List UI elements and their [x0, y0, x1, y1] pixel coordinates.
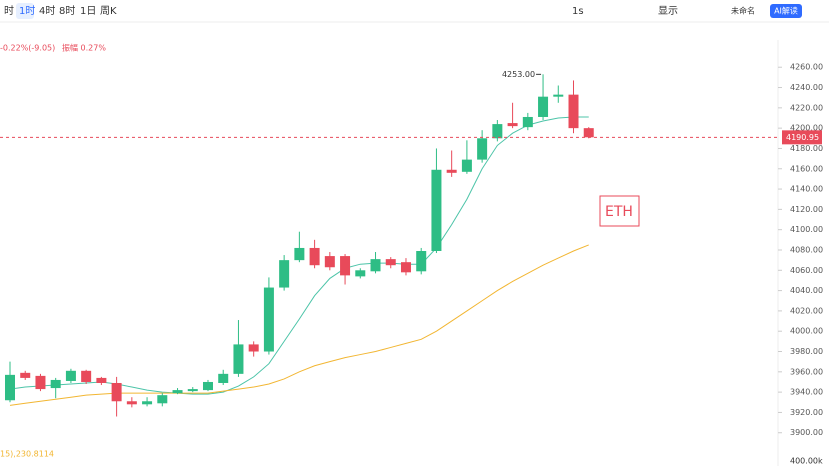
y-tick-label: 4200.00 [790, 124, 823, 133]
interval[interactable]: 8时 [59, 5, 75, 17]
y-tick-label: 4260.00 [790, 63, 823, 72]
y-tick-label: 4240.00 [790, 83, 823, 92]
candle-body [583, 128, 594, 138]
candle-body [218, 373, 229, 383]
volume-ma: 15),230.8114 [0, 450, 54, 459]
candle-body [81, 370, 92, 382]
ai-button[interactable]: AI解读 [774, 6, 798, 16]
y-tick-label: 4140.00 [790, 185, 823, 194]
y-tick-label: 4020.00 [790, 306, 823, 315]
y-tick-label: 4040.00 [790, 286, 823, 295]
volume-axis-label: 400.00k [790, 457, 823, 466]
candle-body [111, 382, 122, 402]
y-tick-label: 3980.00 [790, 347, 823, 356]
y-tick-label: 3940.00 [790, 388, 823, 397]
y-tick-label: 4100.00 [790, 225, 823, 234]
interval[interactable]: 周K [100, 5, 117, 17]
candle-body [309, 247, 320, 266]
candle-body [446, 169, 457, 173]
candle-body [248, 344, 259, 352]
speed[interactable]: 1s [572, 6, 584, 17]
candle-body [522, 116, 533, 128]
y-tick-label: 3960.00 [790, 367, 823, 376]
candle-body [279, 260, 290, 288]
y-tick-label: 4160.00 [790, 164, 823, 173]
moving-average [9, 244, 589, 406]
candle-body [324, 256, 335, 268]
candle-body [461, 159, 472, 172]
last-price-label: 4190.95 [786, 133, 819, 142]
candle-body [477, 138, 488, 160]
y-tick-label: 3900.00 [790, 428, 823, 437]
y-tick-label: 4080.00 [790, 245, 823, 254]
candle-body [568, 94, 579, 129]
candle-body [294, 247, 305, 261]
interval[interactable]: 时 [4, 5, 14, 17]
annotation-box [599, 195, 640, 227]
candle-body [65, 370, 76, 381]
last-price-box [782, 130, 822, 145]
candle-body [385, 259, 396, 266]
candle-body [370, 259, 381, 272]
active-interval-bg [16, 3, 34, 19]
candle-body [142, 401, 153, 405]
annotation: ETH [605, 204, 633, 220]
layout-name[interactable]: 未命名 [731, 6, 755, 16]
candle-body [263, 287, 274, 352]
candle-body [538, 96, 549, 117]
y-tick-label: 4120.00 [790, 205, 823, 214]
display-button[interactable]: 显示 [658, 5, 678, 17]
candle-body [157, 395, 168, 404]
candle-body [35, 375, 46, 390]
interval[interactable]: 1日 [80, 6, 96, 17]
interval[interactable]: 1时 [19, 5, 35, 17]
y-tick-label: 4060.00 [790, 266, 823, 275]
y-tick-label: 4180.00 [790, 144, 823, 153]
high-label: 4253.00 [502, 70, 535, 79]
candle-body [416, 251, 427, 272]
candle-body [355, 270, 366, 277]
candle-body [172, 390, 183, 394]
y-tick-label: 4220.00 [790, 103, 823, 112]
candle-body [400, 262, 411, 273]
candle-body [492, 124, 503, 139]
candle-body [507, 123, 518, 127]
interval[interactable]: 4时 [39, 5, 55, 17]
candle-body [431, 169, 442, 251]
moving-average [9, 116, 589, 395]
candle-body [126, 401, 137, 405]
ai-button-bg[interactable] [770, 4, 802, 18]
y-tick-label: 3920.00 [790, 408, 823, 417]
candle-body [50, 379, 61, 389]
candle-body [340, 256, 351, 276]
candle-body [202, 381, 213, 391]
candle-body [20, 372, 31, 378]
candle-body [553, 94, 564, 97]
change: -0.22%(-9.05) [0, 44, 55, 53]
candle-body [5, 374, 15, 401]
candle-body [233, 344, 244, 374]
y-tick-label: 4000.00 [790, 327, 823, 336]
amplitude: 振幅 0.27% [62, 43, 106, 53]
candle-body [187, 389, 198, 392]
candle-body [96, 377, 107, 383]
